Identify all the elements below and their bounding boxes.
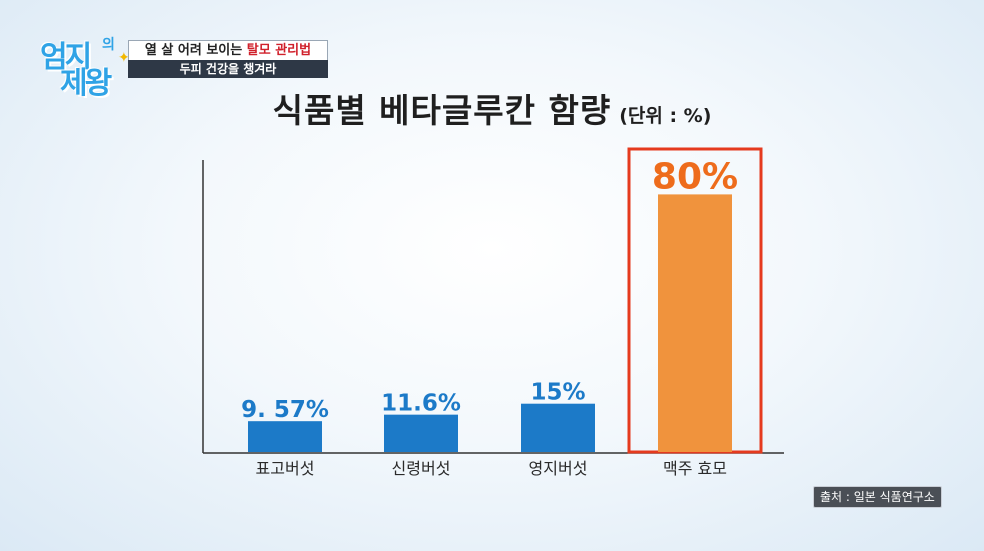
- caption-line-2: 두피 건강을 챙겨라: [128, 60, 328, 78]
- chart-title-main: 식품별 베타글루칸 함량: [272, 91, 612, 130]
- value-label: 15%: [530, 380, 585, 406]
- bar: [521, 403, 595, 452]
- logo-text-1: 엄지: [40, 40, 92, 75]
- category-label: 맥주 효모: [663, 459, 727, 478]
- category-label: 신령버섯: [392, 459, 451, 478]
- show-logo: 엄지 의 제왕 ✦: [34, 30, 130, 101]
- category-label: 영지버섯: [529, 459, 588, 478]
- category-label: 표고버섯: [256, 459, 315, 478]
- caption-line-1: 열 살 어려 보이는 탈모 관리법: [128, 40, 328, 61]
- value-label: 11.6%: [381, 391, 461, 417]
- caption-prefix: 열 살 어려 보이는: [144, 43, 247, 58]
- caption-highlight: 탈모 관리법: [246, 43, 312, 58]
- value-label: 9. 57%: [241, 397, 329, 423]
- chart-title: 식품별 베타글루칸 함량 (단위 : %): [0, 84, 984, 132]
- bar: [248, 421, 322, 452]
- logo-text-small: 의: [102, 37, 115, 53]
- star-icon: ✦: [118, 50, 130, 66]
- bar: [658, 194, 732, 452]
- value-label: 80%: [652, 156, 738, 197]
- source-badge: 출처 : 일본 식품연구소: [813, 486, 942, 508]
- logo-text-2: 제왕: [60, 66, 112, 101]
- bar: [384, 414, 458, 452]
- chart-title-unit: (단위 : %): [619, 105, 712, 127]
